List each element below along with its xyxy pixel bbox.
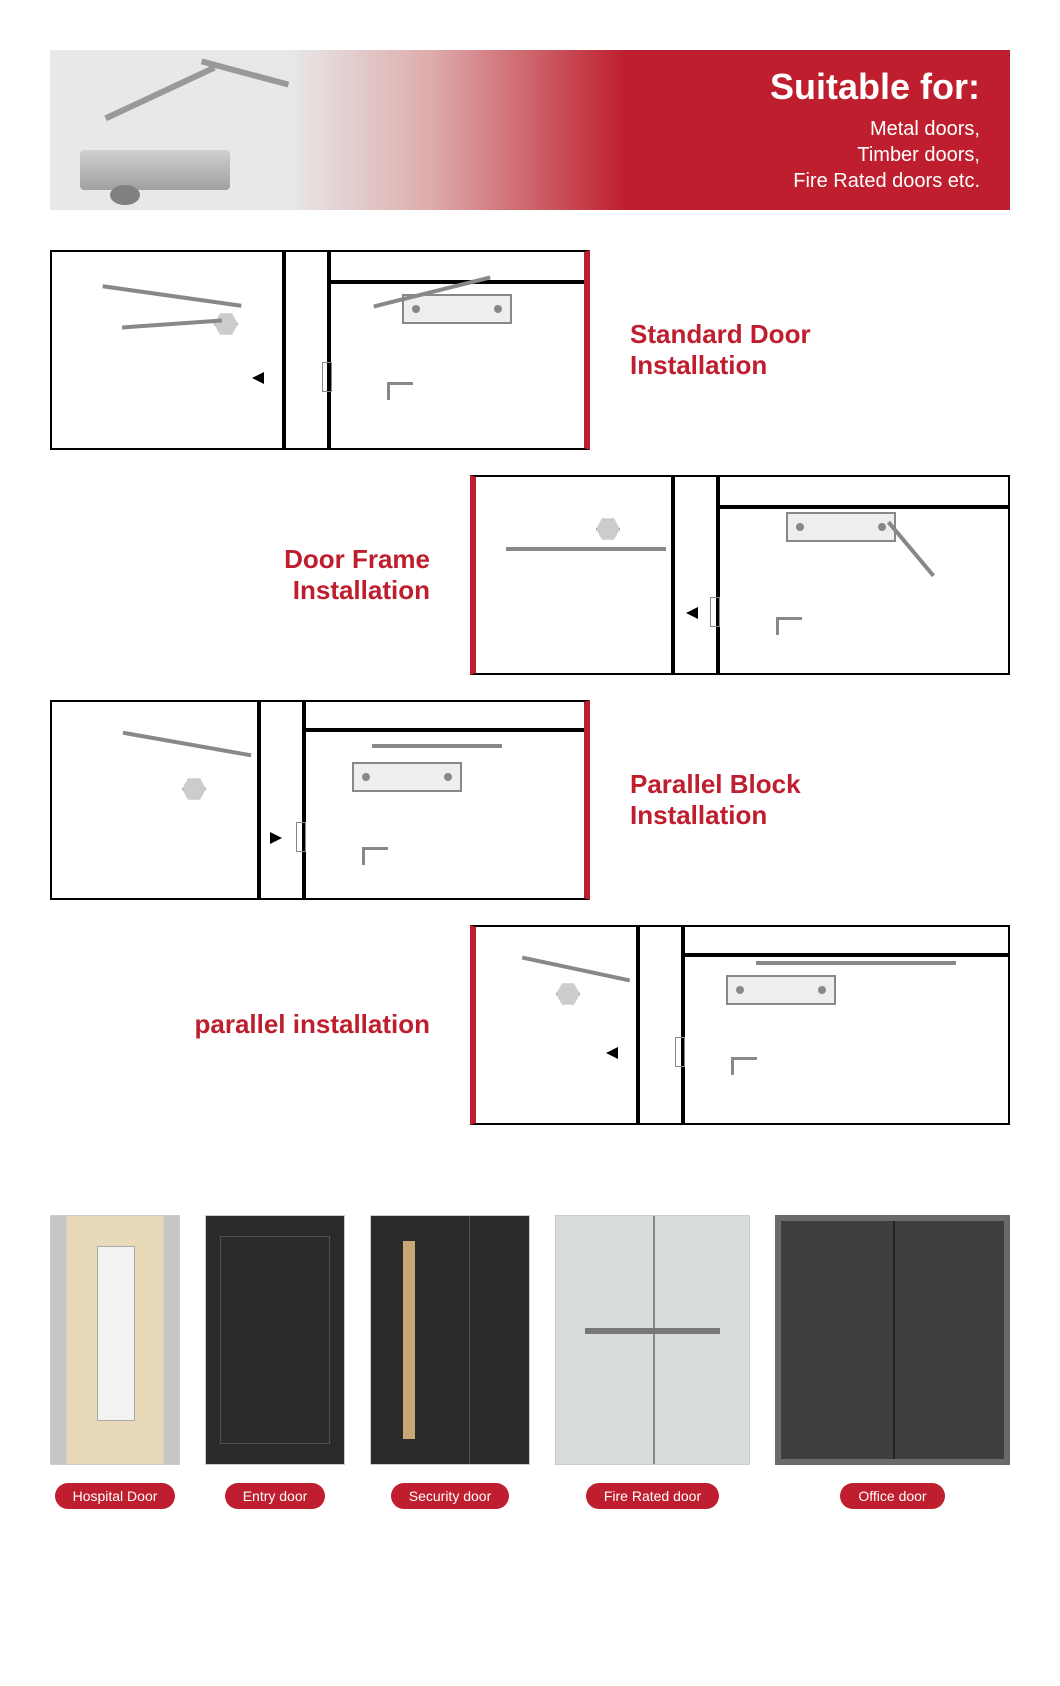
door-label-hospital: Hospital Door xyxy=(55,1483,176,1509)
install-row-parallel: parallel installation xyxy=(50,925,1010,1125)
door-closer-product-image xyxy=(60,60,300,200)
door-item-fire-rated: Fire Rated door xyxy=(555,1215,750,1509)
door-image-security xyxy=(370,1215,530,1465)
label-parallel: parallel installation xyxy=(154,1009,470,1040)
door-item-entry: Entry door xyxy=(205,1215,345,1509)
install-row-door-frame: Door FrameInstallation xyxy=(50,475,1010,675)
door-item-office: Office door xyxy=(775,1215,1010,1509)
door-image-office xyxy=(775,1215,1010,1465)
door-image-hospital xyxy=(50,1215,180,1465)
install-row-standard: Standard DoorInstallation xyxy=(50,250,1010,450)
door-types-row: Hospital Door Entry door Security door F… xyxy=(50,1215,1010,1509)
door-label-fire-rated: Fire Rated door xyxy=(586,1483,719,1509)
banner-text-block: Suitable for: Metal doors, Timber doors,… xyxy=(770,66,980,194)
label-door-frame: Door FrameInstallation xyxy=(244,544,470,606)
door-label-office: Office door xyxy=(840,1483,944,1509)
install-row-parallel-block: Parallel BlockInstallation xyxy=(50,700,1010,900)
door-label-security: Security door xyxy=(391,1483,509,1509)
banner-line-2: Timber doors, xyxy=(770,142,980,168)
label-parallel-block: Parallel BlockInstallation xyxy=(590,769,841,831)
door-item-security: Security door xyxy=(370,1215,530,1509)
diagram-standard xyxy=(50,250,590,450)
door-item-hospital: Hospital Door xyxy=(50,1215,180,1509)
suitable-for-banner: Suitable for: Metal doors, Timber doors,… xyxy=(50,50,1010,210)
door-label-entry: Entry door xyxy=(225,1483,326,1509)
door-image-entry xyxy=(205,1215,345,1465)
diagram-parallel-block xyxy=(50,700,590,900)
diagram-door-frame xyxy=(470,475,1010,675)
door-image-fire-rated xyxy=(555,1215,750,1465)
diagram-parallel xyxy=(470,925,1010,1125)
banner-title: Suitable for: xyxy=(770,66,980,108)
label-standard: Standard DoorInstallation xyxy=(590,319,851,381)
banner-line-1: Metal doors, xyxy=(770,116,980,142)
banner-line-3: Fire Rated doors etc. xyxy=(770,168,980,194)
